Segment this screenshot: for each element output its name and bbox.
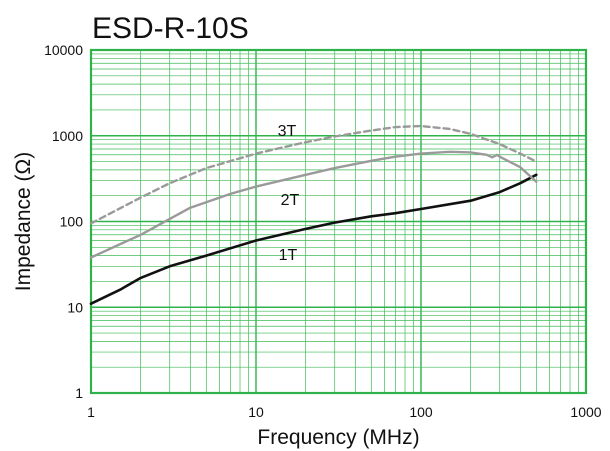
y-tick-label: 1000 xyxy=(52,128,83,144)
y-tick-label: 1 xyxy=(75,385,83,401)
series-line-1t xyxy=(89,173,538,306)
series-label-1t: 1T xyxy=(279,247,298,264)
series-line-2t xyxy=(89,150,538,259)
x-tick-label: 1 xyxy=(87,404,95,420)
y-tick-label: 10 xyxy=(67,299,83,315)
series-line-3t xyxy=(89,124,538,225)
series-label-2t: 2T xyxy=(281,192,300,209)
x-axis-label: Frequency (MHz) xyxy=(257,426,419,449)
series-lines: 1T 2T 3T xyxy=(89,123,538,306)
y-axis-label: Impedance (Ω) xyxy=(12,152,35,291)
plot-grid xyxy=(91,50,586,393)
y-tick-label: 10000 xyxy=(44,42,83,58)
series-label-3t: 3T xyxy=(278,123,297,140)
y-tick-label: 100 xyxy=(60,214,84,230)
chart-title: ESD-R-10S xyxy=(92,12,249,45)
x-tick-label: 100 xyxy=(409,404,433,420)
y-tick-labels: 1 10 100 1000 10000 xyxy=(44,42,83,401)
x-tick-label: 10 xyxy=(248,404,264,420)
x-tick-label: 1000 xyxy=(570,404,601,420)
x-tick-labels: 1 10 100 1000 xyxy=(87,404,602,420)
plot-frame xyxy=(89,48,588,395)
